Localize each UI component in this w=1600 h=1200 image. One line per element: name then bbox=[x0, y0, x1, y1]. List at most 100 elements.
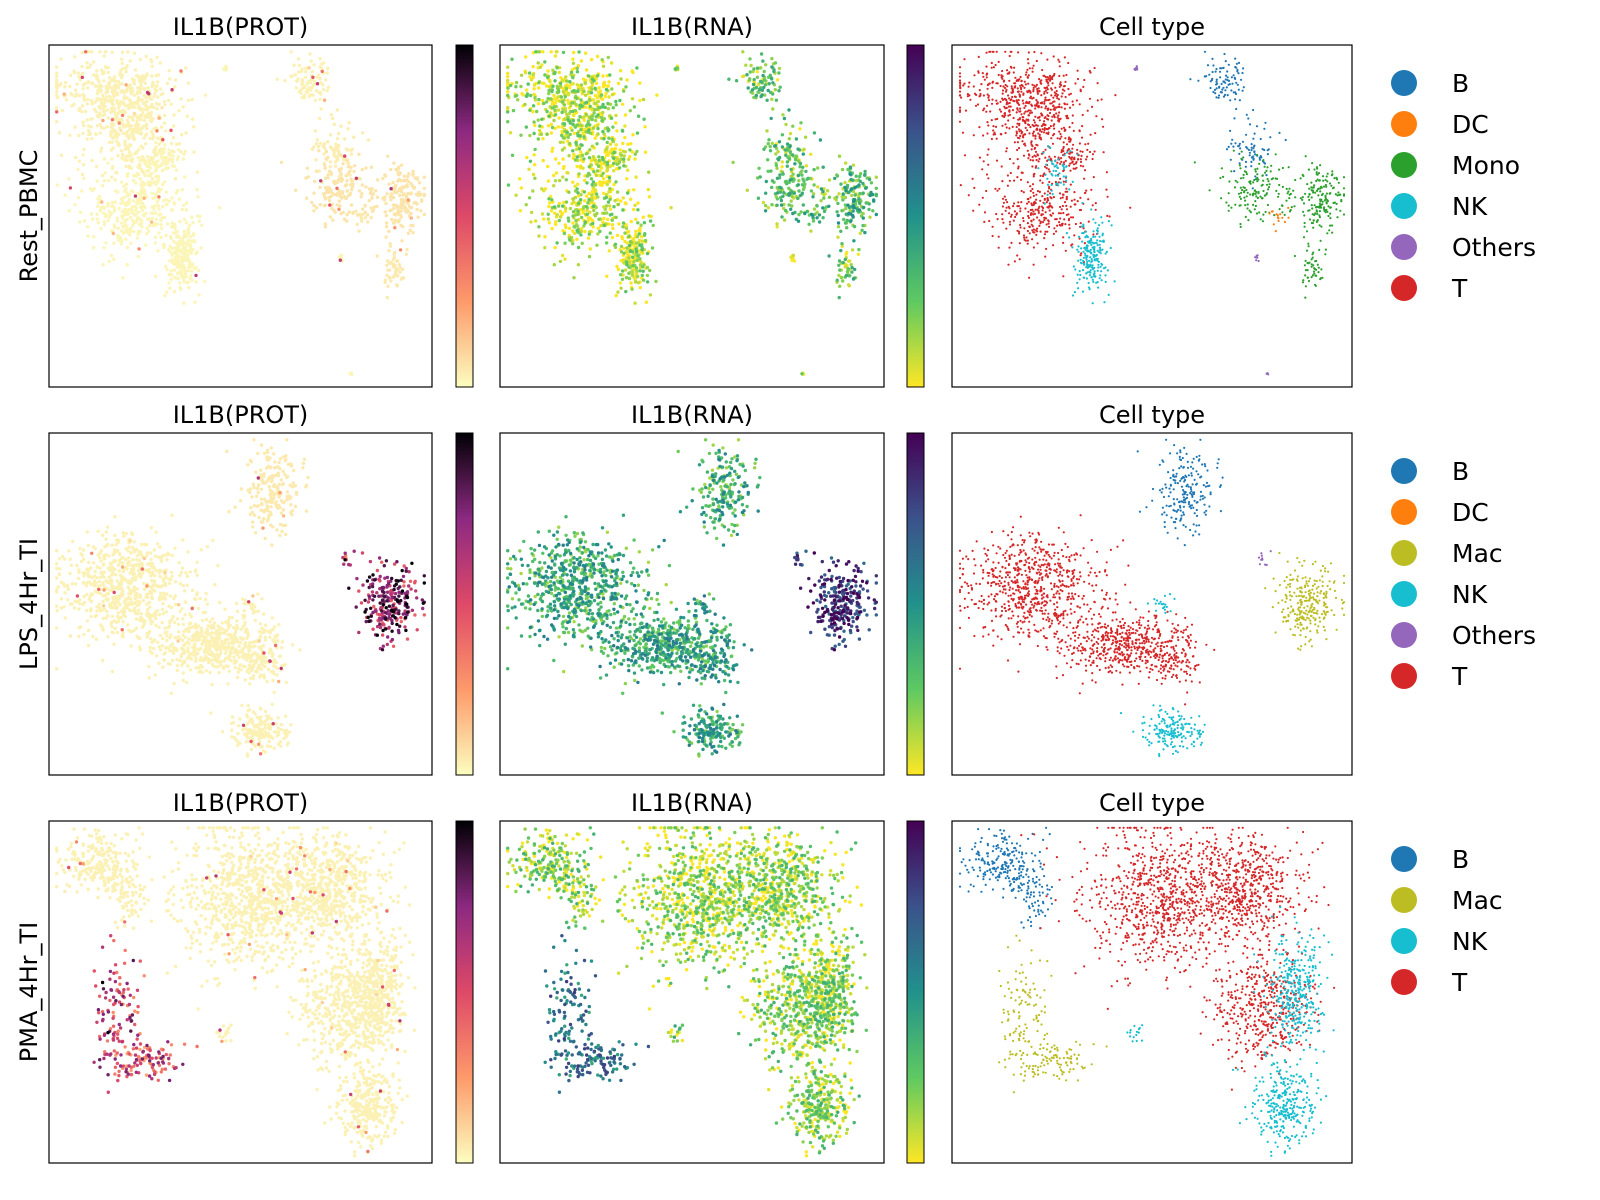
data-point bbox=[550, 226, 554, 231]
data-point bbox=[1015, 125, 1018, 129]
data-point bbox=[571, 101, 575, 105]
data-point bbox=[184, 208, 189, 212]
data-point bbox=[170, 208, 175, 212]
data-point bbox=[800, 183, 805, 187]
data-point bbox=[553, 245, 557, 250]
data-point bbox=[128, 193, 132, 197]
data-point bbox=[1026, 129, 1029, 132]
data-point bbox=[364, 166, 368, 170]
data-point bbox=[1042, 131, 1046, 134]
data-point bbox=[331, 218, 335, 222]
data-point bbox=[572, 276, 576, 280]
data-point bbox=[603, 105, 607, 110]
data-point bbox=[321, 83, 325, 87]
data-point bbox=[150, 191, 155, 196]
data-point bbox=[195, 170, 199, 174]
data-point bbox=[163, 293, 167, 298]
data-point bbox=[1046, 183, 1050, 186]
data-point bbox=[104, 84, 108, 89]
data-point bbox=[1040, 52, 1043, 55]
data-point bbox=[584, 93, 588, 97]
data-point bbox=[599, 93, 604, 97]
data-point bbox=[796, 147, 800, 151]
data-point bbox=[528, 133, 532, 138]
data-point bbox=[774, 163, 779, 168]
data-point bbox=[1071, 294, 1075, 297]
data-point bbox=[1081, 150, 1084, 153]
data-point bbox=[1004, 209, 1007, 212]
data-point bbox=[1001, 213, 1004, 216]
data-point bbox=[1032, 228, 1035, 231]
data-point bbox=[981, 72, 984, 75]
data-point bbox=[1073, 234, 1076, 237]
data-point bbox=[109, 211, 114, 216]
data-point bbox=[392, 206, 396, 211]
data-point bbox=[575, 155, 579, 159]
data-point bbox=[1046, 108, 1049, 111]
data-point bbox=[1055, 112, 1058, 115]
data-point bbox=[160, 161, 164, 166]
data-point bbox=[549, 122, 554, 127]
data-point bbox=[106, 81, 111, 85]
data-point bbox=[319, 107, 323, 111]
data-point bbox=[162, 121, 167, 125]
data-point bbox=[552, 184, 556, 188]
data-point bbox=[181, 157, 186, 161]
data-point bbox=[1040, 138, 1043, 141]
data-point bbox=[604, 192, 609, 197]
data-point bbox=[580, 153, 585, 158]
data-point bbox=[399, 223, 403, 227]
data-point bbox=[529, 78, 534, 82]
data-point bbox=[633, 152, 637, 156]
data-point bbox=[621, 221, 626, 225]
data-point bbox=[637, 232, 641, 236]
data-point bbox=[577, 172, 581, 176]
data-point bbox=[542, 81, 546, 86]
data-point bbox=[144, 211, 148, 216]
scatter-points bbox=[55, 50, 426, 377]
data-point bbox=[138, 166, 142, 170]
data-point bbox=[614, 143, 618, 147]
data-point bbox=[342, 158, 346, 162]
data-point bbox=[519, 73, 524, 78]
data-point bbox=[983, 220, 986, 223]
data-point bbox=[620, 269, 625, 273]
data-point bbox=[83, 109, 88, 114]
data-point bbox=[125, 118, 130, 122]
data-point bbox=[745, 188, 749, 192]
data-point bbox=[552, 173, 556, 178]
data-point bbox=[150, 60, 154, 64]
data-point bbox=[136, 198, 140, 202]
data-point bbox=[143, 173, 147, 178]
data-point bbox=[124, 155, 128, 159]
data-point bbox=[180, 188, 185, 192]
data-point bbox=[615, 157, 620, 161]
data-point bbox=[840, 209, 844, 213]
data-point bbox=[312, 209, 316, 213]
data-point bbox=[181, 105, 185, 109]
data-point bbox=[791, 172, 795, 176]
data-point bbox=[971, 177, 974, 180]
data-point bbox=[560, 133, 564, 138]
data-point bbox=[293, 73, 297, 77]
data-point bbox=[110, 118, 115, 122]
data-point bbox=[1051, 193, 1054, 196]
data-point bbox=[614, 113, 618, 118]
data-point bbox=[335, 186, 339, 190]
data-point bbox=[773, 61, 778, 65]
data-point bbox=[533, 123, 537, 128]
data-point bbox=[95, 91, 100, 96]
data-point bbox=[1030, 140, 1033, 143]
data-point bbox=[1058, 130, 1061, 133]
data-point bbox=[1083, 78, 1086, 82]
data-point bbox=[842, 217, 846, 222]
data-point bbox=[178, 281, 182, 285]
data-point bbox=[1032, 246, 1035, 249]
data-point bbox=[396, 274, 400, 278]
data-point bbox=[63, 80, 68, 85]
data-point bbox=[155, 55, 159, 60]
data-point bbox=[359, 216, 364, 220]
data-point bbox=[605, 235, 609, 239]
data-point bbox=[802, 147, 806, 151]
data-point bbox=[1089, 133, 1092, 136]
